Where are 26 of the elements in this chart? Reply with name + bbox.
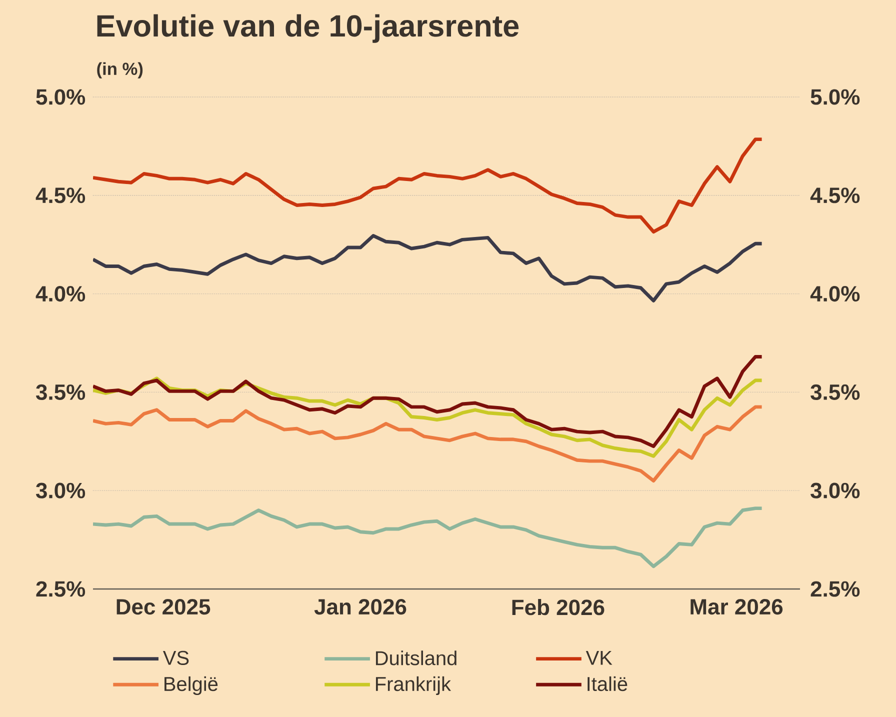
y2-tick-label: 3.5% bbox=[810, 384, 860, 400]
legend-label: Duitsland bbox=[376, 650, 456, 666]
legend-label: VS bbox=[162, 650, 189, 665]
y-tick-label: 4.5% bbox=[36, 188, 86, 204]
y-tick-label: 5.0% bbox=[36, 89, 86, 105]
chart-title: Evolutie van de 10-jaarsrente bbox=[97, 14, 519, 43]
legend-label: Frankrijk bbox=[376, 676, 452, 696]
y2-tick-label: 4.5% bbox=[810, 188, 860, 204]
legend-label: België bbox=[164, 676, 218, 696]
chart-subtitle: (in %) bbox=[97, 62, 143, 78]
y2-tick-label: 4.0% bbox=[810, 286, 860, 302]
legend-label: VK bbox=[586, 650, 612, 665]
y2-tick-label: 3.0% bbox=[810, 482, 860, 498]
legend-label: Italië bbox=[588, 676, 628, 692]
x-tick-label: Dec 2025 bbox=[116, 599, 210, 615]
y2-tick-label: 2.5% bbox=[810, 581, 860, 597]
x-tick-label: Feb 2026 bbox=[512, 599, 604, 616]
x-tick-label: Jan 2026 bbox=[314, 599, 406, 615]
y-tick-label: 2.5% bbox=[36, 581, 86, 597]
x-tick-label: Mar 2026 bbox=[690, 599, 783, 615]
y-tick-label: 3.5% bbox=[36, 384, 86, 400]
y-tick-label: 4.0% bbox=[36, 286, 86, 302]
y-tick-label: 3.0% bbox=[36, 482, 86, 498]
line-series bbox=[93, 234, 764, 302]
line-series bbox=[93, 138, 764, 234]
y2-tick-label: 5.0% bbox=[810, 89, 860, 105]
